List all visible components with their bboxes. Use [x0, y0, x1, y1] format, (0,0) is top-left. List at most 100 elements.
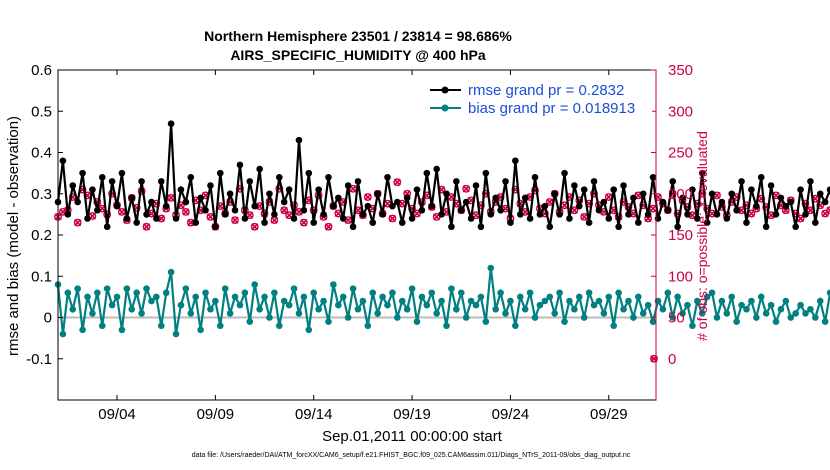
count-possible-point	[531, 186, 539, 195]
rmse-point	[561, 169, 568, 177]
plot-area: 09/04 09/09 09/14 09/19 09/24 09/29 -0.1 0 0.1 0.…	[26, 62, 830, 423]
bias-point	[153, 293, 160, 301]
rmse-point	[241, 215, 249, 222]
rmse-point	[113, 202, 121, 210]
bias-point	[457, 289, 465, 297]
rmse-point	[630, 194, 637, 202]
bias-point	[438, 297, 445, 305]
bias-point	[123, 285, 131, 292]
bias-point	[216, 322, 224, 330]
bias-point	[162, 289, 170, 297]
rmse-point	[398, 219, 406, 226]
bias-point	[512, 322, 519, 330]
y-tick-label: 0.6	[31, 62, 52, 79]
rmse-point	[300, 206, 308, 214]
rmse-point	[246, 178, 254, 185]
bias-point	[177, 301, 185, 309]
bias-point	[605, 293, 613, 301]
bias-point	[403, 305, 411, 313]
bias-point	[74, 285, 81, 292]
rmse-point	[556, 211, 563, 218]
rmse-point	[369, 219, 377, 226]
bias-point	[777, 305, 785, 313]
count-possible-point	[250, 222, 259, 231]
bias-point	[713, 314, 721, 321]
count-possible-point	[393, 178, 402, 187]
rmse-point	[280, 198, 288, 206]
count-evaluated-point	[605, 193, 613, 201]
bias-point	[585, 289, 593, 297]
rmse-point	[807, 178, 814, 185]
y-axis-right-label: # of obs: o=possible; ×=evaluated	[694, 131, 710, 341]
rmse-point	[423, 169, 431, 177]
rmse-point	[546, 223, 554, 231]
count-evaluated-point	[546, 198, 554, 206]
rmse-point	[236, 161, 244, 169]
legend-rmse-label: rmse grand pr = 0.2832	[468, 82, 624, 99]
bias-point	[290, 285, 298, 292]
count-possible-point	[245, 211, 254, 220]
rmse-point	[585, 219, 593, 226]
y-right-tick-label: 50	[668, 310, 685, 327]
bias-point	[610, 322, 618, 330]
rmse-point	[639, 190, 647, 198]
bias-point	[59, 330, 67, 338]
x-tick-label: 09/24	[492, 406, 530, 423]
rmse-point	[738, 178, 745, 185]
y-tick-label: 0.2	[31, 227, 52, 244]
count-evaluated-point	[797, 214, 805, 223]
rmse-point	[59, 157, 67, 165]
rmse-point	[315, 186, 322, 193]
bias-point	[394, 314, 401, 321]
rmse-point	[143, 211, 150, 218]
bias-point	[659, 305, 667, 313]
bias-point	[398, 297, 406, 305]
bias-point	[226, 310, 234, 317]
bias-point	[556, 289, 563, 297]
y-right-tick-label: 150	[668, 227, 693, 244]
rmse-point	[290, 215, 298, 222]
rmse-point	[118, 169, 126, 177]
bias-point	[197, 326, 204, 334]
chart-title-line1: Northern Hemisphere 23501 / 23814 = 98.6…	[204, 28, 512, 44]
rmse-point	[172, 215, 180, 222]
bias-point	[738, 301, 745, 309]
rmse-point	[580, 186, 588, 193]
rmse-point	[620, 182, 627, 189]
rmse-point	[453, 178, 460, 185]
x-axis-label: Sep.01,2011 00:00:00 start	[322, 428, 503, 445]
rmse-point	[379, 211, 386, 218]
bias-point	[330, 281, 337, 288]
bias-point	[753, 314, 760, 321]
bias-point	[275, 322, 283, 330]
bias-point	[571, 305, 578, 313]
count-evaluated-point	[256, 202, 264, 210]
bias-point	[733, 318, 740, 325]
rmse-point	[305, 169, 313, 177]
rmse-point	[177, 186, 185, 193]
x-tick-label: 09/04	[98, 406, 136, 423]
rmse-point	[285, 186, 293, 193]
rmse-point	[448, 223, 455, 231]
rmse-point	[344, 182, 352, 189]
count-evaluated-point	[167, 194, 175, 202]
bias-point	[379, 293, 386, 301]
bias-point	[723, 310, 731, 317]
bias-point	[118, 326, 126, 334]
plot-background	[58, 70, 656, 400]
bias-point	[133, 289, 140, 297]
bias-point	[236, 301, 244, 309]
rmse-point	[826, 186, 830, 193]
rmse-point	[772, 211, 780, 218]
rmse-point	[664, 206, 672, 214]
rmse-point	[310, 219, 318, 226]
count-evaluated-point	[118, 208, 126, 216]
count-evaluated-point	[251, 223, 259, 231]
bias-point	[310, 289, 318, 297]
bias-point	[443, 322, 450, 330]
count-evaluated-point	[334, 209, 342, 218]
bias-point	[531, 314, 539, 321]
bias-point	[595, 297, 603, 305]
count-evaluated-point	[560, 201, 569, 209]
count-evaluated-point	[580, 213, 588, 221]
